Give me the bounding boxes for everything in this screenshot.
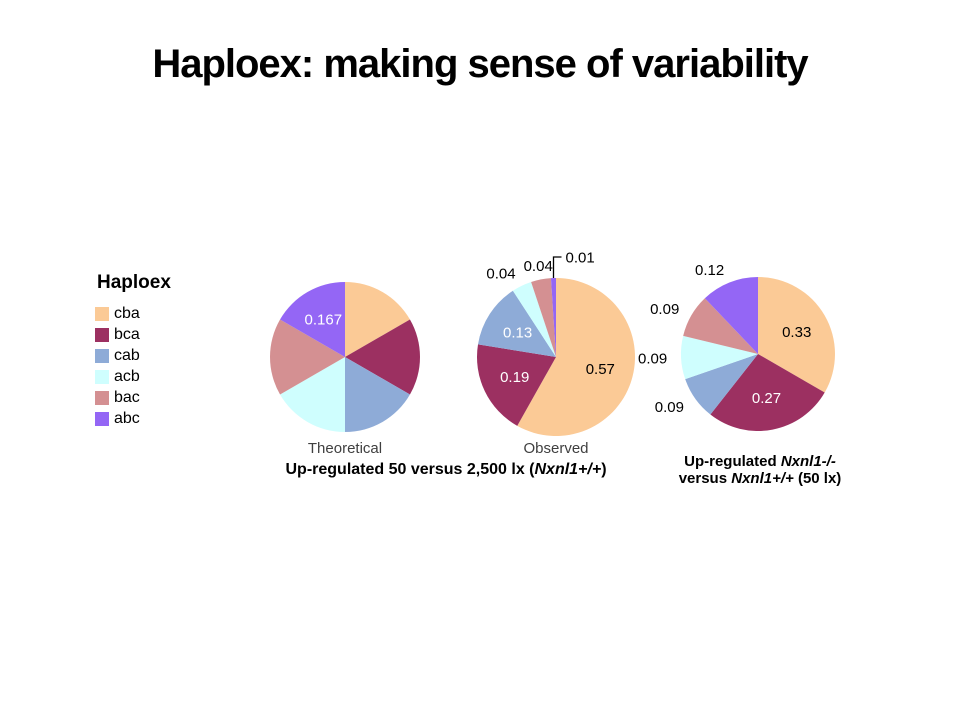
pie-slice-cba <box>517 278 636 436</box>
left-group-caption-text: Up-regulated 50 versus 2,500 lx (Nxnl1+/… <box>285 461 606 478</box>
legend-swatch-cba <box>95 306 109 321</box>
caption-segment: ) <box>601 461 607 478</box>
legend-item-label: abc <box>114 409 140 427</box>
legend-item-bca: bca <box>95 324 171 345</box>
pie-slice-abc <box>550 278 556 357</box>
pie-slice-cba <box>345 282 410 357</box>
caption-segment: Nxnl1+/+ <box>534 461 602 478</box>
caption-segment: Up-regulated <box>684 453 781 470</box>
pie-slice-bca <box>710 354 825 432</box>
pie-slice-bca <box>476 344 556 426</box>
pie-caption-observed: Observed <box>523 440 589 457</box>
pie-caption-theoretical: Theoretical <box>307 440 383 457</box>
pie-slice-bac <box>683 298 758 354</box>
pie-slice-cab <box>345 357 410 432</box>
legend-item-label: bac <box>114 388 140 406</box>
pie-chart-nxnl1-ko-vs-wt: 0.33 0.27 0.09 0.09 0.09 0.12 <box>638 262 835 432</box>
page-title: Haploex: making sense of variability <box>152 42 808 86</box>
pie-data-label: 0.09 <box>650 301 679 318</box>
legend-item-label: bca <box>114 325 140 343</box>
legend-swatch-bac <box>95 390 109 405</box>
pie-data-label: 0.04 <box>524 258 553 275</box>
pie-slice-abc <box>280 282 345 357</box>
caption-segment: Nxnl1-/- <box>780 453 836 470</box>
pie-slice-acb <box>512 282 556 357</box>
legend-swatch-acb <box>95 369 109 384</box>
label-leader-line <box>552 256 562 278</box>
right-group-caption: Up-regulated Nxnl1-/- versus Nxnl1+/+ (5… <box>650 453 870 487</box>
caption-segment: Up-regulated 50 versus 2,500 lx ( <box>285 461 535 478</box>
pie-slice-acb <box>280 357 345 432</box>
pie-data-label: 0.09 <box>655 399 684 416</box>
legend-swatch-bca <box>95 327 109 342</box>
pie-data-label: 0.04 <box>486 265 515 282</box>
pie-data-label: 0.09 <box>638 351 667 368</box>
pie-slice-acb <box>680 335 758 380</box>
legend-item-cab: cab <box>95 345 171 366</box>
pie-slice-cab <box>685 354 758 415</box>
caption-segment: Nxnl1+/+ <box>731 470 794 487</box>
pie-chart-theoretical: 0.167 <box>270 282 420 432</box>
legend-swatch-cab <box>95 348 109 363</box>
pie-data-label: 0.167 <box>305 312 343 329</box>
legend-item-abc: abc <box>95 408 171 429</box>
pie-data-label: 0.13 <box>503 324 532 341</box>
caption-segment: versus <box>678 470 732 487</box>
pie-data-label: 0.12 <box>695 262 724 279</box>
legend-item-label: acb <box>114 367 140 385</box>
pie-data-label: 0.01 <box>566 249 595 266</box>
legend-swatch-abc <box>95 411 109 426</box>
legend-item-label: cba <box>114 304 140 322</box>
pie-slice-cab <box>478 290 556 357</box>
legend-item-cba: cba <box>95 303 171 324</box>
pie-data-label: 0.27 <box>752 390 781 407</box>
pie-data-label: 0.33 <box>782 324 811 341</box>
pie-slice-abc <box>704 277 758 354</box>
pie-chart-observed: 0.57 0.19 0.13 0.04 0.04 0.01 <box>476 249 636 436</box>
haploex-legend: Haploex cba bca cab acb bac abc <box>95 272 171 429</box>
legend-item-acb: acb <box>95 366 171 387</box>
legend-item-bac: bac <box>95 387 171 408</box>
legend-items: cba bca cab acb bac abc <box>95 303 171 429</box>
left-group-caption: Up-regulated 50 versus 2,500 lx (Nxnl1+/… <box>246 461 646 479</box>
legend-title: Haploex <box>97 272 171 293</box>
pie-slice-bca <box>345 319 420 395</box>
right-group-caption-line2: versus Nxnl1+/+ (50 lx) <box>650 470 870 487</box>
pie-slice-cba <box>758 277 835 393</box>
pie-slice-bac <box>270 319 345 395</box>
legend-item-label: cab <box>114 346 140 364</box>
right-group-caption-line1: Up-regulated Nxnl1-/- <box>650 453 870 470</box>
pie-data-label: 0.19 <box>500 369 529 386</box>
caption-segment: (50 lx) <box>793 470 842 487</box>
pie-data-label: 0.57 <box>586 361 615 378</box>
pie-slice-bac <box>531 278 556 357</box>
